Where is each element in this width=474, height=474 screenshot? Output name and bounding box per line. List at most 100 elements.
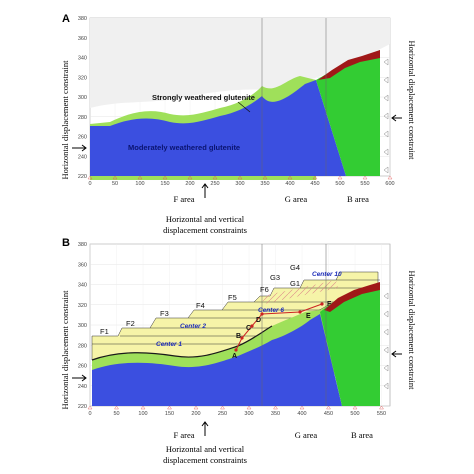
x-tick-label: 50 xyxy=(112,181,118,187)
y-tick-label: 320 xyxy=(78,303,87,309)
panel-a-upper-layer-label: Strongly weathered glutenite xyxy=(152,93,255,102)
x-tick-label: 0 xyxy=(88,181,91,187)
x-tick-label: 150 xyxy=(160,181,169,187)
bottom-support-triangle xyxy=(140,405,146,410)
x-tick-label: 550 xyxy=(360,181,369,187)
x-tick-label: 250 xyxy=(210,181,219,187)
panel-a-area-b: B area xyxy=(347,194,369,204)
bench-label-f4: F4 xyxy=(196,301,205,310)
panel-b-right-arrow xyxy=(391,350,402,358)
bottom-support-triangle xyxy=(273,405,278,410)
panel-a-moderately-weathered xyxy=(90,80,346,176)
center-label-10: Center 10 xyxy=(312,271,342,278)
bottom-support-triangle xyxy=(187,175,193,180)
point-label-c: C xyxy=(246,325,251,332)
bench-label-f3: F3 xyxy=(160,309,169,318)
bench-label-f5: F5 xyxy=(228,293,237,302)
panel-b-slip-path xyxy=(235,303,323,351)
x-tick-label: 500 xyxy=(335,181,344,187)
bottom-support-triangle xyxy=(299,405,305,410)
bottom-support-triangle xyxy=(362,175,368,180)
panel-b-bottom-constraint-line2: displacement constraints xyxy=(163,455,247,465)
bottom-support-triangle xyxy=(220,405,225,410)
y-tick-label: 220 xyxy=(78,174,87,180)
y-tick-label: 300 xyxy=(78,95,87,101)
bottom-support-triangle xyxy=(352,405,358,410)
x-tick-label: 550 xyxy=(377,411,386,417)
center-label-6: Center 6 xyxy=(258,307,284,314)
bottom-support-triangle xyxy=(112,175,118,180)
y-tick-label: 340 xyxy=(78,56,87,62)
bottom-support-triangle xyxy=(167,405,172,410)
panel-a-soil-cap xyxy=(318,50,380,80)
center-label-1: Center 1 xyxy=(156,341,182,348)
x-tick-label: 450 xyxy=(324,411,333,417)
bottom-support-triangle xyxy=(212,175,218,180)
bottom-support-triangle xyxy=(87,405,93,410)
point-label-b: B xyxy=(236,333,241,340)
y-tick-label: 280 xyxy=(78,343,87,349)
panel-a-label: A xyxy=(62,13,70,25)
panel-b-fault-block xyxy=(320,284,380,406)
bench-label-g3: G3 xyxy=(270,273,280,282)
point-label-f: F xyxy=(327,301,332,308)
y-tick-label: 340 xyxy=(78,283,87,289)
y-tick-label: 220 xyxy=(78,404,87,410)
x-tick-label: 400 xyxy=(297,411,306,417)
panel-b-label: B xyxy=(62,237,70,249)
panel-b-area-b: B area xyxy=(351,430,373,440)
panel-b-bottom-arrow xyxy=(201,421,209,436)
x-tick-label: 350 xyxy=(260,181,269,187)
panel-a-lower-layer-label: Moderately weathered glutenite xyxy=(128,143,240,152)
panel-a-left-arrow xyxy=(72,144,87,152)
panel-a-area-g: G area xyxy=(285,194,308,204)
panel-b-failure-surface xyxy=(91,325,273,361)
point-label-e: E xyxy=(306,313,311,320)
point-b-marker xyxy=(240,336,244,340)
x-tick-label: 100 xyxy=(135,181,144,187)
center-label-2: Center 2 xyxy=(180,323,206,330)
y-tick-label: 300 xyxy=(78,323,87,329)
bottom-support-triangle xyxy=(114,405,119,410)
bottom-support-triangle xyxy=(387,175,393,180)
x-tick-label: 350 xyxy=(271,411,280,417)
panel-b-hatch-zone xyxy=(262,280,338,304)
panel-b-area-f: F area xyxy=(173,430,194,440)
y-tick-label: 380 xyxy=(78,16,87,22)
bottom-support-triangle xyxy=(287,175,293,180)
y-tick-label: 260 xyxy=(78,364,87,370)
bottom-support-triangle xyxy=(162,175,168,180)
panel-b-bottom-constraint-line1: Horizontal and vertical xyxy=(166,444,245,454)
panel-a-bottom-arrow xyxy=(201,183,209,198)
point-d-marker xyxy=(260,312,264,316)
x-tick-label: 300 xyxy=(235,181,244,187)
panel-a-area-f: F area xyxy=(173,194,194,204)
x-tick-label: 600 xyxy=(385,181,394,187)
panel-a-upper-layer-leader xyxy=(237,101,251,113)
panel-b-right-constraint-label: Horizontal displacement constraint xyxy=(407,271,417,391)
bottom-support-triangle xyxy=(312,175,318,180)
panel-b-left-constraint-label: Horizontal displacement constraint xyxy=(60,290,70,410)
y-tick-label: 240 xyxy=(78,384,87,390)
panel-b-bedrock xyxy=(92,314,342,406)
panel-b-left-arrow xyxy=(72,374,87,382)
bench-label-g1: G1 xyxy=(290,279,300,288)
bench-label-f6: F6 xyxy=(260,285,269,294)
x-tick-label: 400 xyxy=(285,181,294,187)
bottom-support-triangle xyxy=(246,405,252,410)
panel-a-right-constraint-label: Horizontal displacement constraint xyxy=(407,41,417,161)
x-tick-label: 200 xyxy=(191,411,200,417)
bottom-support-triangle xyxy=(262,175,268,180)
y-tick-label: 240 xyxy=(78,154,87,160)
y-tick-label: 380 xyxy=(78,242,87,248)
point-f-marker xyxy=(320,302,324,306)
point-a-marker xyxy=(234,348,238,352)
panel-b: B F1 F2 F3 F4 xyxy=(60,237,417,465)
panel-a-right-arrow xyxy=(391,114,402,122)
x-tick-label: 200 xyxy=(185,181,194,187)
x-tick-label: 100 xyxy=(138,411,147,417)
bottom-support-triangle xyxy=(193,405,199,410)
y-tick-label: 360 xyxy=(78,36,87,42)
